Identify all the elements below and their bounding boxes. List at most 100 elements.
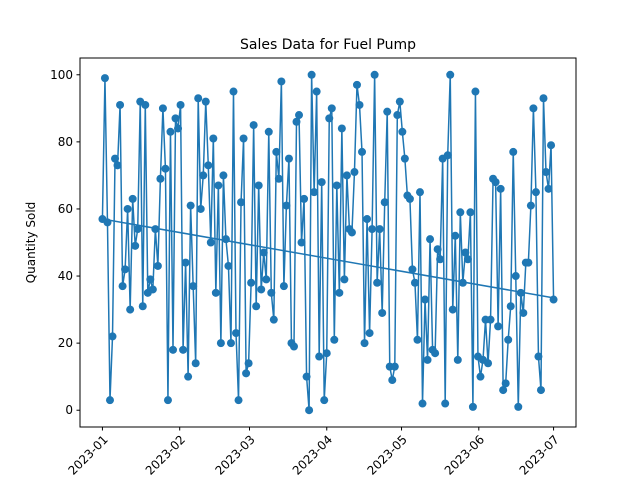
data-point <box>320 396 329 405</box>
data-point <box>226 339 235 348</box>
data-point <box>421 295 430 304</box>
data-point <box>458 278 467 287</box>
data-point <box>380 198 389 207</box>
data-point <box>405 194 414 203</box>
data-point <box>171 114 180 123</box>
data-point <box>284 154 293 163</box>
data-point <box>340 275 349 284</box>
x-tick-label: 2023-07 <box>517 432 562 477</box>
data-point <box>289 342 298 351</box>
y-tick-label: 20 <box>58 336 73 350</box>
data-point <box>501 379 510 388</box>
data-point <box>549 295 558 304</box>
data-point <box>247 278 256 287</box>
data-point <box>431 349 440 358</box>
data-point <box>307 70 316 79</box>
data-point <box>138 302 147 311</box>
data-point <box>237 198 246 207</box>
data-point <box>539 94 548 103</box>
data-point <box>310 188 319 197</box>
data-point <box>126 305 135 314</box>
data-point <box>232 329 241 338</box>
data-point <box>519 308 528 317</box>
data-point <box>529 104 538 113</box>
data-point <box>262 275 271 284</box>
data-point <box>163 396 172 405</box>
data-point <box>415 188 424 197</box>
data-point <box>350 168 359 177</box>
y-tick-label: 40 <box>58 269 73 283</box>
data-point <box>509 147 518 156</box>
data-point <box>547 141 556 150</box>
data-point <box>388 376 397 385</box>
data-point <box>476 372 485 381</box>
x-tick-label: 2023-01 <box>65 432 110 477</box>
y-tick-label: 0 <box>65 403 73 417</box>
data-point <box>146 275 155 284</box>
data-point <box>204 161 213 170</box>
data-point <box>531 188 540 197</box>
data-point <box>453 355 462 364</box>
data-point <box>322 349 331 358</box>
data-point <box>360 339 369 348</box>
data-point <box>413 335 422 344</box>
data-point <box>272 147 281 156</box>
data-point <box>468 402 477 411</box>
data-point <box>292 117 301 126</box>
y-axis: 0 20 40 60 80 100 <box>50 68 80 417</box>
y-axis-label: Quantity Sold <box>24 202 38 284</box>
data-point <box>370 70 379 79</box>
data-point <box>201 97 210 106</box>
data-point <box>103 218 112 227</box>
data-point <box>108 332 117 341</box>
data-point <box>214 181 223 190</box>
data-point <box>156 174 165 183</box>
x-tick-label: 2023-05 <box>365 432 410 477</box>
data-point <box>211 288 220 297</box>
x-tick-label: 2023-06 <box>442 432 487 477</box>
data-point <box>375 225 384 234</box>
data-point <box>269 315 278 324</box>
data-point <box>196 204 205 213</box>
data-point <box>199 171 208 180</box>
data-point <box>176 100 185 109</box>
data-point <box>400 154 409 163</box>
data-point <box>373 278 382 287</box>
data-point <box>128 194 137 203</box>
data-point <box>441 399 450 408</box>
data-point <box>189 282 198 291</box>
data-point <box>295 111 304 120</box>
data-point <box>363 215 372 224</box>
data-point <box>342 171 351 180</box>
data-point <box>186 201 195 210</box>
data-point <box>423 355 432 364</box>
data-point <box>410 278 419 287</box>
data-point <box>252 302 261 311</box>
data-point <box>526 201 535 210</box>
data-point <box>216 339 225 348</box>
data-point <box>378 308 387 317</box>
x-tick-label: 2023-03 <box>212 432 257 477</box>
plot-area <box>98 70 558 415</box>
data-point <box>466 208 475 217</box>
data-point <box>131 241 140 250</box>
data-point <box>317 178 326 187</box>
data-point <box>148 285 157 294</box>
data-point <box>174 124 183 133</box>
x-axis: 2023-01 2023-02 2023-03 2023-04 2023-05 2023-… <box>65 427 562 478</box>
data-point <box>169 345 177 354</box>
data-point <box>358 147 367 156</box>
data-point <box>297 238 306 247</box>
data-point <box>504 335 513 344</box>
data-point <box>277 77 286 86</box>
data-point <box>446 70 455 79</box>
data-point <box>332 181 341 190</box>
data-point <box>327 104 336 113</box>
data-point <box>393 111 402 120</box>
data-point <box>486 315 495 324</box>
data-point <box>153 261 162 270</box>
data-point <box>282 201 291 210</box>
data-point <box>436 255 445 264</box>
data-point <box>229 87 238 96</box>
